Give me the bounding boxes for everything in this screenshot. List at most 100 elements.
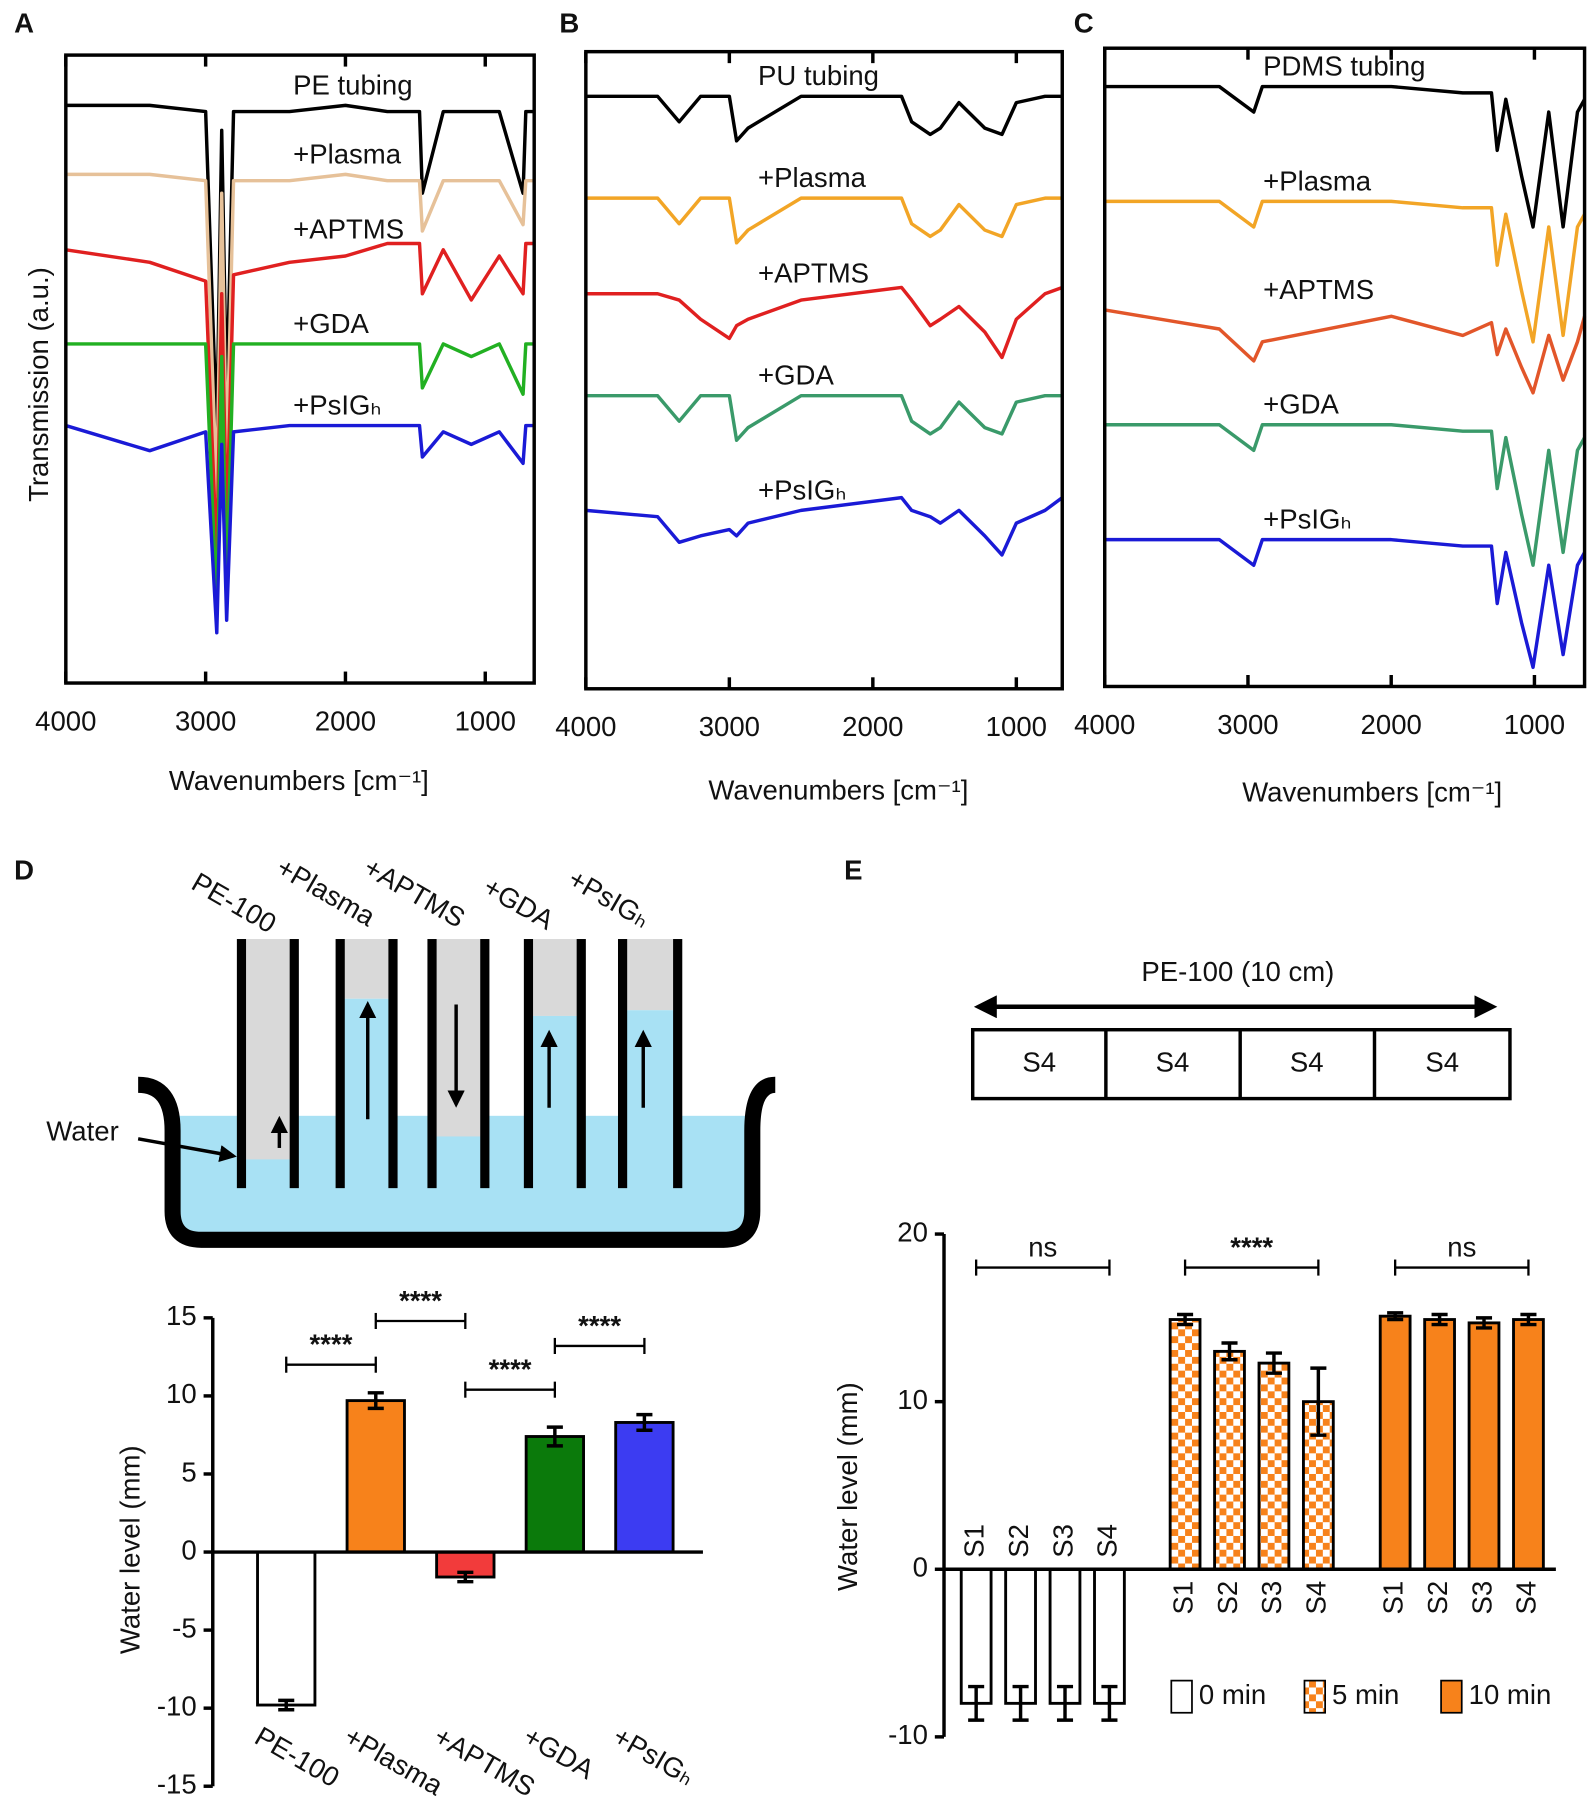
spectrum-line: [585, 94, 1063, 143]
panel-label: D: [14, 855, 34, 886]
significance-label: ns: [1447, 1231, 1476, 1262]
series-label: +GDA: [758, 360, 834, 391]
segment-label: S4: [1156, 1046, 1190, 1077]
series-label: +GDA: [1263, 389, 1339, 420]
y-tick-label: 5: [181, 1456, 196, 1487]
y-tick-label: 0: [913, 1552, 928, 1583]
plot-frame: [584, 49, 1064, 691]
plot-frame: [64, 53, 536, 685]
x-tick-label: PE-100: [250, 1720, 345, 1793]
bar: [959, 1567, 993, 1705]
significance-label: ****: [489, 1354, 532, 1385]
series-label: +PsIGₕ: [293, 389, 381, 420]
x-tick-label: S2: [1422, 1581, 1453, 1615]
x-axis-label: Wavenumbers [cm⁻¹]: [1242, 777, 1502, 808]
x-tick-label: S1: [958, 1524, 989, 1558]
y-axis-label: Water level (mm): [115, 1445, 146, 1654]
bar: [1048, 1567, 1082, 1705]
x-tick-label: 1000: [986, 711, 1047, 742]
spectrum-line: [1104, 308, 1587, 395]
x-tick-label: S3: [1466, 1581, 1497, 1615]
water-pointer: [137, 1137, 237, 1163]
tube-label: +Plasma: [272, 851, 382, 932]
x-tick-label: S1: [1167, 1581, 1198, 1615]
series-label: PU tubing: [758, 60, 879, 91]
tube-wall: [335, 939, 345, 1189]
segment-label: S4: [1425, 1046, 1459, 1077]
tube-label: PE-100: [187, 866, 282, 939]
x-tick-label: S4: [1511, 1581, 1542, 1615]
bar: [614, 1421, 675, 1554]
x-tick-label: S4: [1092, 1524, 1123, 1558]
tube-air: [340, 939, 393, 999]
legend-label: 10 min: [1469, 1679, 1552, 1710]
x-tick-label: +PsIGₕ: [608, 1720, 700, 1791]
significance-label: ns: [1028, 1231, 1057, 1262]
segment-label: S4: [1022, 1046, 1056, 1077]
series-label: +APTMS: [293, 214, 404, 245]
tube-wall: [673, 939, 683, 1189]
panel-label: C: [1074, 8, 1094, 39]
tube-air: [241, 939, 295, 1160]
series-label: +Plasma: [758, 162, 867, 193]
x-tick-label: S3: [1047, 1524, 1078, 1558]
spectrum-line: [65, 172, 535, 497]
y-tick-label: -10: [157, 1690, 197, 1721]
legend-label: 0 min: [1199, 1679, 1266, 1710]
x-tick-label: +APTMS: [429, 1720, 541, 1800]
spectrum-line: [1104, 84, 1587, 229]
bar: [1168, 1318, 1202, 1571]
x-tick-label: 4000: [35, 705, 96, 736]
series-label: +PsIGₕ: [1263, 504, 1351, 535]
bar: [1093, 1567, 1126, 1705]
series-label: +PsIGₕ: [758, 474, 846, 505]
spectrum-line: [1104, 199, 1587, 344]
x-tick-label: S3: [1256, 1581, 1287, 1615]
series-label: +Plasma: [293, 138, 402, 169]
spectrum-line: [65, 423, 535, 635]
bar: [1257, 1361, 1291, 1571]
x-tick-label: 2000: [1361, 709, 1422, 740]
basin: [137, 1076, 777, 1248]
plot-frame: [1103, 46, 1587, 689]
x-tick-label: 1000: [455, 705, 516, 736]
significance-label: ****: [578, 1310, 621, 1341]
bar: [1213, 1349, 1246, 1571]
x-tick-label: 3000: [699, 711, 760, 742]
spectrum-line: [585, 495, 1064, 557]
series-label: PE tubing: [293, 69, 412, 100]
tube-wall: [523, 939, 534, 1189]
tube-air: [622, 939, 678, 1011]
y-tick-label: 10: [166, 1378, 197, 1409]
tube-wall: [617, 939, 628, 1189]
x-axis-label: Wavenumbers [cm⁻¹]: [708, 774, 968, 805]
x-tick-label: S4: [1301, 1581, 1332, 1615]
x-tick-label: 3000: [1217, 709, 1278, 740]
bar: [1378, 1314, 1412, 1571]
spectrum-line: [585, 393, 1063, 442]
spectrum-line: [585, 285, 1063, 360]
spectrum-line: [65, 241, 535, 560]
x-tick-label: 1000: [1504, 709, 1565, 740]
y-tick-label: 0: [181, 1534, 196, 1565]
bar: [345, 1399, 406, 1554]
significance-label: ****: [399, 1285, 442, 1316]
x-tick-label: 2000: [315, 705, 376, 736]
spectrum-line: [65, 103, 535, 434]
legend-label: 5 min: [1332, 1679, 1399, 1710]
y-axis-label: Transmission (a.u.): [23, 267, 54, 502]
tube-wall: [388, 939, 398, 1189]
tube-wall: [427, 939, 437, 1189]
legend-swatch: [1303, 1679, 1326, 1714]
water-label: Water: [46, 1115, 118, 1146]
x-tick-label: 4000: [555, 711, 616, 742]
significance-label: ****: [310, 1329, 353, 1360]
y-axis-label: Water level (mm): [832, 1382, 863, 1591]
x-tick-label: S2: [1003, 1524, 1034, 1558]
series-label: +GDA: [293, 308, 369, 339]
legend-swatch: [1440, 1679, 1463, 1714]
significance-label: ****: [1230, 1231, 1273, 1262]
spectrum-line: [585, 196, 1063, 245]
panel-label: B: [559, 8, 579, 39]
